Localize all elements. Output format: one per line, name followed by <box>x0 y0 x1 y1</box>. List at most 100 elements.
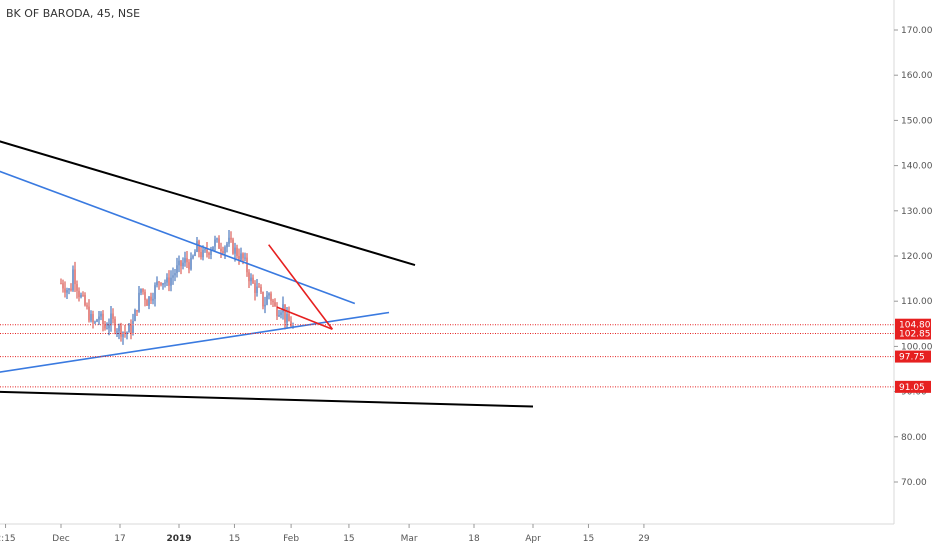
candle-body <box>110 313 112 325</box>
candle-body <box>208 252 210 255</box>
candle-body <box>292 325 294 327</box>
candle-body <box>70 288 72 291</box>
candle-body <box>168 277 170 286</box>
candle-body <box>152 298 154 301</box>
candle-body <box>244 257 246 259</box>
candle-body <box>130 325 132 334</box>
candle-body <box>226 243 228 248</box>
candle-body <box>284 304 286 323</box>
y-tick-label: 100.00 <box>901 342 932 352</box>
candle-body <box>112 313 114 320</box>
candle-body <box>270 293 272 301</box>
candle-body <box>106 328 108 330</box>
candle-body <box>254 283 256 293</box>
y-tick-label: 160.00 <box>901 71 932 81</box>
candle-body <box>282 304 284 313</box>
candle-body <box>238 256 240 260</box>
candle-body <box>124 332 126 334</box>
candle-body <box>198 241 200 252</box>
candle-body <box>116 331 118 333</box>
x-axis-ticks: 2:15 Dec 17 2019 15 Feb 15 Mar 18 Apr 15 29 <box>0 524 650 544</box>
candle-body <box>202 250 204 258</box>
x-tick-label: 29 <box>638 534 650 544</box>
candle-body <box>174 273 176 276</box>
candle-body <box>94 321 96 323</box>
candle-body <box>230 237 232 240</box>
candle-body <box>290 321 292 327</box>
candle-body <box>276 306 278 317</box>
candle-body <box>108 324 110 329</box>
candle-body <box>216 238 218 240</box>
candle-body <box>234 247 236 254</box>
candle-body <box>90 314 92 321</box>
y-tick-label: 130.00 <box>901 207 932 217</box>
candle-body <box>170 277 172 286</box>
y-tick-label: 140.00 <box>901 162 932 172</box>
y-tick-label: 120.00 <box>901 252 932 262</box>
price-level-label: 91.05 <box>899 383 925 393</box>
x-tick-label: Dec <box>52 534 69 544</box>
candle-body <box>76 284 78 291</box>
candle-body <box>74 269 76 285</box>
candle-body <box>126 332 128 334</box>
price-level-label: 97.75 <box>899 353 925 363</box>
candle-body <box>176 265 178 274</box>
candle-body <box>190 257 192 270</box>
candle-body <box>286 313 288 323</box>
trendline[interactable] <box>276 306 333 330</box>
candle-body <box>252 277 254 284</box>
candle-body <box>142 288 144 292</box>
candle-body <box>134 310 136 321</box>
candle-body <box>274 302 276 307</box>
trendline[interactable] <box>0 390 534 408</box>
y-axis-ticks: 170.00 160.00 150.00 140.00 130.00 120.00 110.… <box>894 26 932 488</box>
candle-body <box>200 251 202 258</box>
trendline[interactable] <box>0 138 416 266</box>
candle-body <box>150 296 152 301</box>
candle-body <box>186 258 188 263</box>
price-level-label: 102.85 <box>899 330 931 340</box>
candle-body <box>212 246 214 251</box>
candle-body <box>132 320 134 334</box>
candle-body <box>92 314 94 323</box>
trendline[interactable] <box>0 168 356 305</box>
candle-body <box>162 283 164 285</box>
candle-body <box>160 282 162 285</box>
candle-body <box>256 286 258 293</box>
trendline[interactable] <box>0 311 390 374</box>
candle-body <box>236 247 238 257</box>
candle-body <box>102 313 104 325</box>
candle-body <box>144 291 146 300</box>
candle-body <box>184 258 186 263</box>
candle-body <box>60 283 62 285</box>
x-tick-label: Mar <box>401 534 418 544</box>
candle-body <box>264 304 266 307</box>
candle-body <box>84 294 86 306</box>
plot-area[interactable] <box>0 138 534 408</box>
candle-body <box>224 247 226 254</box>
candle-body <box>218 238 220 249</box>
price-level-badge <box>895 380 931 393</box>
x-tick-label: 2019 <box>166 534 191 544</box>
candle-body <box>154 285 156 299</box>
candle-body <box>66 290 68 293</box>
x-tick-label: 15 <box>229 534 240 544</box>
x-tick-label: Feb <box>283 534 299 544</box>
price-level-badge <box>895 327 931 340</box>
candle-body <box>164 282 166 284</box>
candle-body <box>214 239 216 247</box>
candle-body <box>138 292 140 312</box>
candle-body <box>158 281 160 283</box>
candle-body <box>260 286 262 292</box>
y-tick-label: 70.00 <box>901 478 927 488</box>
candle-body <box>72 269 74 291</box>
candle-body <box>268 293 270 296</box>
trendline[interactable] <box>268 244 334 330</box>
y-tick-label: 170.00 <box>901 26 932 36</box>
x-tick-label: 17 <box>114 534 125 544</box>
candle-body <box>204 249 206 251</box>
candle-body <box>272 300 274 303</box>
candle-body <box>210 250 212 255</box>
candle-body <box>242 253 244 259</box>
